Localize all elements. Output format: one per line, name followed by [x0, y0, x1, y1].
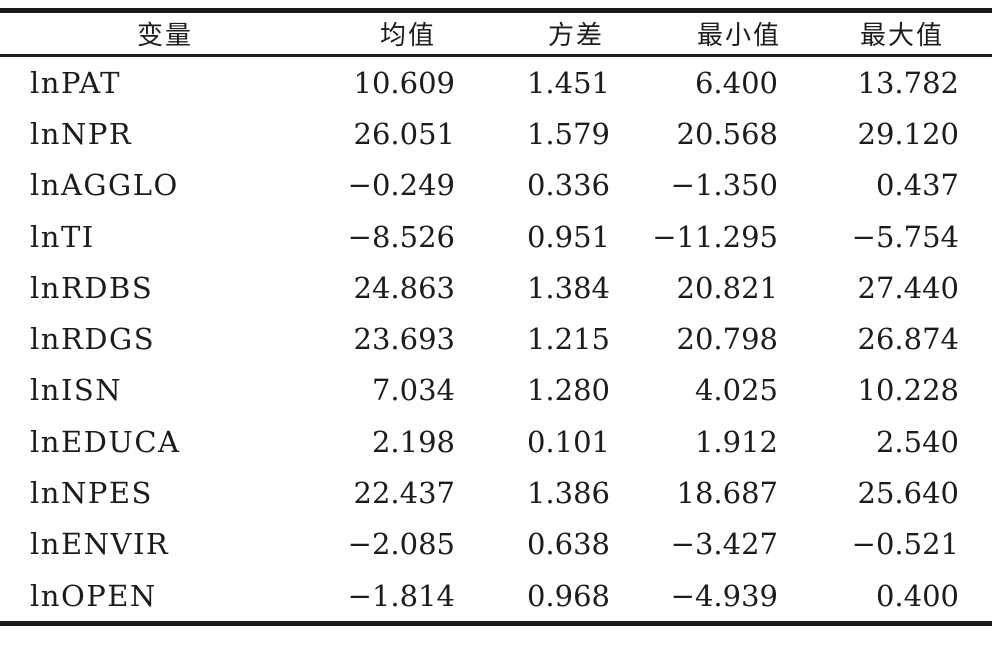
table-row: lnNPR 26.051 1.579 20.568 29.120 — [0, 108, 992, 159]
cell-variable: lnEDUCA — [30, 424, 181, 459]
cell-variable: lnRDBS — [30, 270, 154, 305]
cell-variable: lnENVIR — [30, 527, 170, 562]
table-row: lnRDBS 24.863 1.384 20.821 27.440 — [0, 262, 992, 313]
cell-variable: lnOPEN — [30, 578, 157, 613]
cell-variable: lnTI — [30, 219, 95, 254]
table-row: lnAGGLO −0.249 0.336 −1.350 0.437 — [0, 160, 992, 211]
cell-min: −3.427 — [670, 527, 778, 562]
cell-mean: −1.814 — [347, 578, 455, 613]
cell-variance: 1.451 — [526, 65, 610, 100]
cell-max: −0.521 — [851, 527, 959, 562]
cell-min: 1.912 — [694, 424, 778, 459]
table-row: lnPAT 10.609 1.451 6.400 13.782 — [0, 57, 992, 108]
column-header-variance: 方差 — [547, 21, 604, 51]
cell-mean: 26.051 — [353, 116, 455, 151]
column-header-mean: 均值 — [379, 21, 436, 51]
column-header-min: 最小值 — [696, 21, 781, 51]
table-row: lnNPES 22.437 1.386 18.687 25.640 — [0, 467, 992, 518]
cell-max: 29.120 — [857, 116, 959, 151]
cell-variance: 1.386 — [526, 476, 610, 511]
cell-min: −1.350 — [670, 168, 778, 203]
cell-min: 20.568 — [676, 116, 778, 151]
table-header-rule — [0, 54, 992, 57]
cell-variance: 0.336 — [526, 168, 610, 203]
cell-variance: 1.280 — [526, 373, 610, 408]
table-row: lnOPEN −1.814 0.968 −4.939 0.400 — [0, 570, 992, 621]
cell-variance: 0.951 — [526, 219, 610, 254]
cell-min: −4.939 — [670, 578, 778, 613]
cell-max: −5.754 — [851, 219, 959, 254]
cell-variable: lnISN — [30, 373, 123, 408]
table-header-row: 变量 均值 方差 最小值 最大值 — [0, 13, 992, 54]
cell-max: 10.228 — [857, 373, 959, 408]
cell-variance: 1.384 — [526, 270, 610, 305]
cell-min: 6.400 — [694, 65, 778, 100]
cell-max: 2.540 — [875, 424, 959, 459]
cell-variable: lnNPR — [30, 116, 133, 151]
cell-mean: −2.085 — [347, 527, 455, 562]
table-top-rule — [0, 8, 992, 13]
cell-max: 13.782 — [857, 65, 959, 100]
table-row: lnTI −8.526 0.951 −11.295 −5.754 — [0, 211, 992, 262]
cell-variable: lnNPES — [30, 476, 153, 511]
cell-mean: 7.034 — [371, 373, 455, 408]
table-row: lnISN 7.034 1.280 4.025 10.228 — [0, 365, 992, 416]
column-header-max: 最大值 — [859, 21, 944, 51]
descriptive-statistics-table: 变量 均值 方差 最小值 最大值 lnPAT 10.609 1.451 6.40… — [0, 8, 992, 627]
cell-min: 18.687 — [676, 476, 778, 511]
cell-variance: 1.215 — [526, 322, 610, 357]
table-row: lnRDGS 23.693 1.215 20.798 26.874 — [0, 313, 992, 364]
cell-variance: 0.101 — [526, 424, 610, 459]
cell-mean: 24.863 — [353, 270, 455, 305]
cell-max: 0.400 — [875, 578, 959, 613]
cell-max: 25.640 — [857, 476, 959, 511]
cell-max: 26.874 — [857, 322, 959, 357]
cell-min: 20.798 — [676, 322, 778, 357]
cell-variable: lnRDGS — [30, 322, 156, 357]
cell-variance: 0.638 — [526, 527, 610, 562]
table-row: lnEDUCA 2.198 0.101 1.912 2.540 — [0, 416, 992, 467]
cell-variable: lnAGGLO — [30, 168, 179, 203]
cell-max: 0.437 — [875, 168, 959, 203]
cell-min: 4.025 — [694, 373, 778, 408]
table-bottom-rule — [0, 621, 992, 627]
cell-min: 20.821 — [676, 270, 778, 305]
table-row: lnENVIR −2.085 0.638 −3.427 −0.521 — [0, 519, 992, 570]
cell-mean: 10.609 — [353, 65, 455, 100]
column-header-variable: 变量 — [136, 21, 193, 51]
cell-mean: −0.249 — [347, 168, 455, 203]
cell-variable: lnPAT — [30, 65, 122, 100]
cell-variance: 1.579 — [526, 116, 610, 151]
cell-max: 27.440 — [857, 270, 959, 305]
cell-mean: 22.437 — [353, 476, 455, 511]
cell-mean: −8.526 — [347, 219, 455, 254]
cell-mean: 23.693 — [353, 322, 455, 357]
cell-variance: 0.968 — [526, 578, 610, 613]
cell-min: −11.295 — [652, 219, 778, 254]
cell-mean: 2.198 — [371, 424, 455, 459]
